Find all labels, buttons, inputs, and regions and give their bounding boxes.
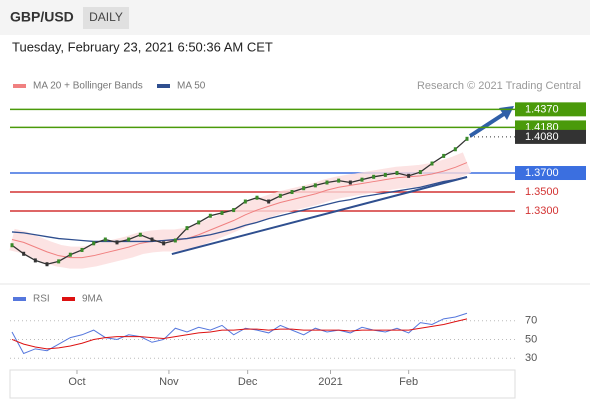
- y-tick-label: 70: [525, 315, 537, 327]
- legend-label: MA 20 + Bollinger Bands: [33, 81, 143, 92]
- price-candle: [138, 232, 142, 237]
- price-candle: [325, 180, 329, 185]
- price-candle: [383, 172, 387, 177]
- price-candle: [162, 241, 166, 246]
- price-candle: [57, 259, 61, 264]
- price-candle: [185, 226, 189, 231]
- legend-swatch: [62, 297, 75, 301]
- interval-button[interactable]: [83, 7, 129, 29]
- price-candle: [395, 171, 399, 176]
- price-candle: [360, 177, 364, 182]
- level-label: 1.3500: [525, 186, 559, 198]
- price-candle: [115, 240, 119, 245]
- price-candle: [45, 262, 49, 267]
- price-candle: [243, 199, 247, 204]
- trendline: [171, 176, 468, 256]
- level-label: 1.4180: [525, 121, 559, 133]
- level-box: [515, 166, 586, 181]
- price-candle: [80, 247, 84, 252]
- level-box: [515, 102, 586, 117]
- y-tick-label: 50: [525, 333, 537, 345]
- legend-label: RSI: [33, 294, 50, 305]
- price-candle: [10, 243, 14, 248]
- level-label: 1.3300: [525, 205, 559, 217]
- price-candle: [302, 186, 306, 191]
- x-axis-frame: [9, 369, 516, 399]
- price-candle: [150, 237, 154, 242]
- legend-label: 9MA: [82, 294, 103, 305]
- price-candle: [290, 190, 294, 195]
- price-candle: [348, 180, 352, 185]
- legend-swatch: [13, 84, 26, 88]
- price-candle: [92, 241, 96, 246]
- legend-swatch: [13, 297, 26, 301]
- price-candle: [208, 213, 212, 218]
- level-label: 1.4370: [525, 103, 559, 115]
- series-line: [11, 318, 468, 350]
- x-tick-label: Feb: [399, 376, 418, 388]
- price-candle: [197, 220, 201, 225]
- level-label: 1.4080: [525, 131, 559, 143]
- price-candle: [255, 195, 259, 200]
- credit: Research © 2021 Trading Central: [417, 80, 581, 92]
- legend-label: MA 50: [177, 81, 206, 92]
- price-candle: [68, 252, 72, 257]
- price-candle: [337, 178, 341, 183]
- x-tick-label: Oct: [68, 376, 85, 388]
- price-candle: [33, 258, 37, 263]
- level-box: [515, 129, 586, 144]
- x-tick-label: 2021: [318, 376, 342, 388]
- price-line: [11, 138, 468, 265]
- price-candle: [278, 193, 282, 198]
- interval[interactable]: DAILY: [89, 10, 123, 24]
- series-line: [11, 162, 468, 259]
- price-candle: [465, 136, 469, 141]
- series-line: [11, 176, 468, 243]
- price-candle: [220, 210, 224, 215]
- ma-band: [9, 152, 472, 269]
- price-candle: [232, 208, 236, 213]
- price-candle: [418, 170, 422, 175]
- x-tick-label: Dec: [238, 376, 258, 388]
- price-candle: [127, 237, 131, 242]
- y-tick-label: 30: [525, 352, 537, 364]
- price-candle: [103, 237, 107, 242]
- symbol: GBP/USD: [10, 9, 74, 25]
- series-line: [11, 312, 468, 355]
- price-candle: [453, 147, 457, 152]
- price-candle: [442, 153, 446, 158]
- price-candle: [407, 173, 411, 178]
- price-candle: [372, 174, 376, 179]
- timestamp: Tuesday, February 23, 2021 6:50:36 AM CE…: [12, 39, 273, 54]
- legend-swatch: [157, 84, 170, 88]
- price-candle: [267, 199, 271, 204]
- price-candle: [173, 238, 177, 243]
- price-candle: [430, 161, 434, 166]
- level-label: 1.3700: [525, 167, 559, 179]
- x-tick-label: Nov: [159, 376, 179, 388]
- price-candle: [313, 183, 317, 188]
- price-candle: [22, 251, 26, 256]
